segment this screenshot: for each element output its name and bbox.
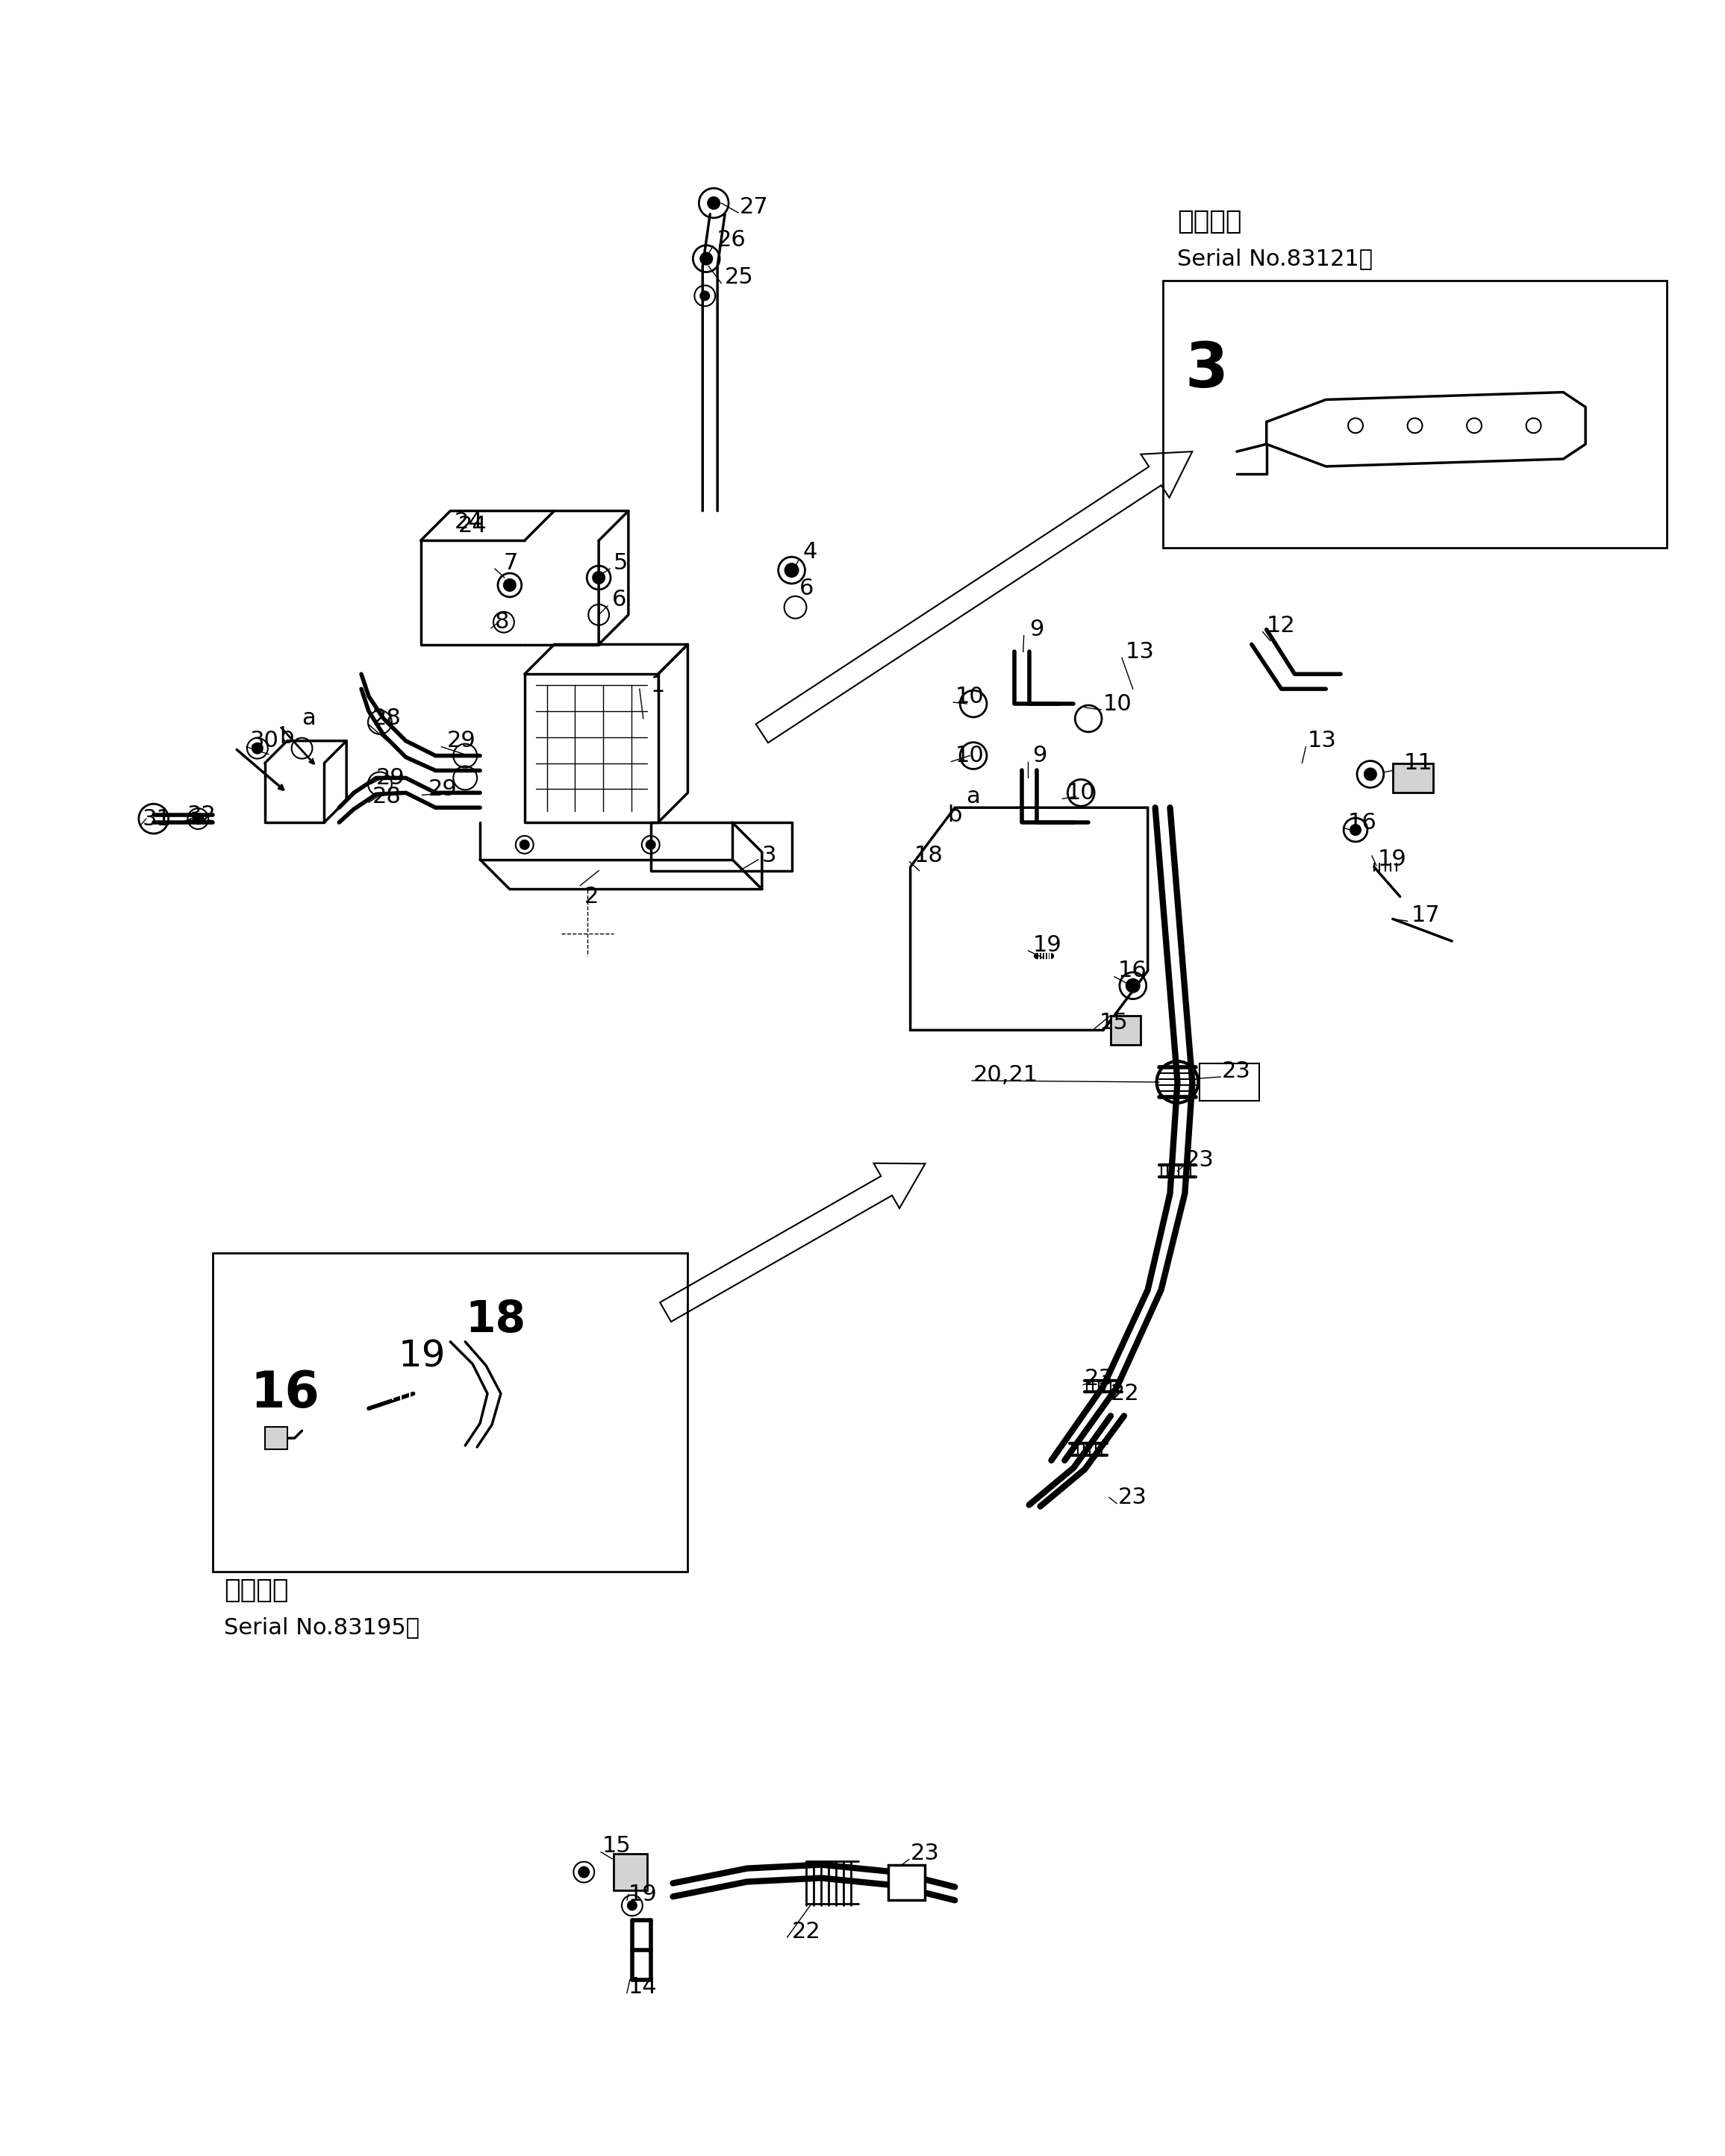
Text: 18: 18 — [466, 1298, 526, 1341]
Text: 31: 31 — [143, 808, 171, 830]
Text: 16: 16 — [1118, 959, 1147, 981]
Text: 19: 19 — [398, 1339, 445, 1376]
Text: 28: 28 — [373, 707, 402, 729]
Text: 6: 6 — [799, 578, 814, 599]
Text: 23: 23 — [1085, 1367, 1114, 1391]
FancyArrow shape — [756, 451, 1192, 744]
Text: 3: 3 — [1185, 341, 1228, 401]
Bar — [1392, 763, 1433, 793]
Text: a: a — [966, 785, 980, 806]
Text: 5: 5 — [614, 552, 628, 573]
Circle shape — [504, 580, 516, 591]
Bar — [266, 1427, 286, 1449]
Circle shape — [700, 252, 712, 265]
Text: 25: 25 — [724, 267, 754, 289]
Text: 28: 28 — [373, 785, 402, 806]
Text: 24: 24 — [457, 515, 486, 537]
Text: 13: 13 — [1308, 731, 1337, 752]
Text: 3: 3 — [762, 845, 776, 867]
Text: 7: 7 — [504, 552, 518, 573]
Bar — [614, 1854, 647, 1891]
Text: 23: 23 — [1221, 1061, 1251, 1082]
Text: 22: 22 — [792, 1921, 821, 1943]
FancyArrow shape — [661, 1164, 925, 1322]
Text: 10: 10 — [1066, 783, 1095, 804]
Text: a: a — [302, 707, 316, 729]
Circle shape — [785, 563, 799, 578]
Bar — [1111, 1015, 1140, 1046]
Text: 13: 13 — [1125, 640, 1154, 662]
Text: 19: 19 — [1378, 849, 1406, 871]
Text: 20,21: 20,21 — [973, 1063, 1038, 1084]
Bar — [1199, 1063, 1259, 1100]
Text: 18: 18 — [914, 845, 944, 867]
Text: 24: 24 — [454, 511, 483, 533]
Bar — [1163, 280, 1666, 548]
Circle shape — [193, 813, 204, 824]
Text: 15: 15 — [602, 1835, 631, 1856]
Text: Serial No.83121～: Serial No.83121～ — [1178, 248, 1373, 270]
Text: 17: 17 — [1411, 903, 1440, 925]
Text: 10: 10 — [956, 686, 983, 707]
Circle shape — [578, 1867, 590, 1878]
Text: 19: 19 — [1033, 934, 1061, 955]
Text: 4: 4 — [802, 541, 818, 563]
Circle shape — [1126, 979, 1140, 992]
Circle shape — [707, 196, 719, 209]
Text: 10: 10 — [1104, 692, 1132, 714]
Text: 29: 29 — [376, 768, 405, 789]
Text: 適用号機: 適用号機 — [224, 1578, 288, 1602]
Text: b: b — [947, 804, 963, 826]
Text: 14: 14 — [628, 1977, 657, 1999]
Text: 9: 9 — [1033, 744, 1047, 768]
Bar — [212, 1253, 688, 1572]
Circle shape — [1364, 768, 1377, 780]
Text: 15: 15 — [1099, 1011, 1128, 1033]
Text: 29: 29 — [447, 731, 476, 752]
Text: 9: 9 — [1030, 619, 1044, 640]
Text: 23: 23 — [1185, 1149, 1214, 1171]
Text: 10: 10 — [956, 744, 983, 768]
Text: 29: 29 — [428, 778, 457, 800]
Text: 11: 11 — [1404, 752, 1433, 774]
Text: 8: 8 — [495, 612, 509, 634]
Text: Serial No.83195～: Serial No.83195～ — [224, 1617, 419, 1639]
Text: 32: 32 — [186, 804, 216, 826]
Text: 16: 16 — [1349, 811, 1377, 832]
Circle shape — [252, 744, 262, 752]
Circle shape — [647, 841, 656, 849]
Circle shape — [628, 1902, 637, 1910]
Text: 16: 16 — [250, 1369, 319, 1419]
Circle shape — [593, 571, 605, 584]
Bar — [888, 1865, 925, 1899]
Text: 23: 23 — [911, 1843, 940, 1865]
Circle shape — [700, 291, 709, 300]
Text: b: b — [279, 727, 295, 748]
Circle shape — [1351, 826, 1361, 834]
Text: 12: 12 — [1266, 614, 1295, 636]
Text: 23: 23 — [1118, 1488, 1147, 1509]
Circle shape — [521, 841, 530, 849]
Text: 30: 30 — [250, 731, 279, 752]
Text: 適用号機: 適用号機 — [1178, 209, 1242, 235]
Text: 26: 26 — [718, 229, 747, 250]
Text: 19: 19 — [628, 1884, 657, 1906]
Text: 1: 1 — [650, 675, 666, 696]
Text: 22: 22 — [1111, 1382, 1140, 1404]
Text: 27: 27 — [740, 196, 769, 218]
Text: 6: 6 — [612, 589, 626, 610]
Text: 2: 2 — [583, 886, 599, 908]
